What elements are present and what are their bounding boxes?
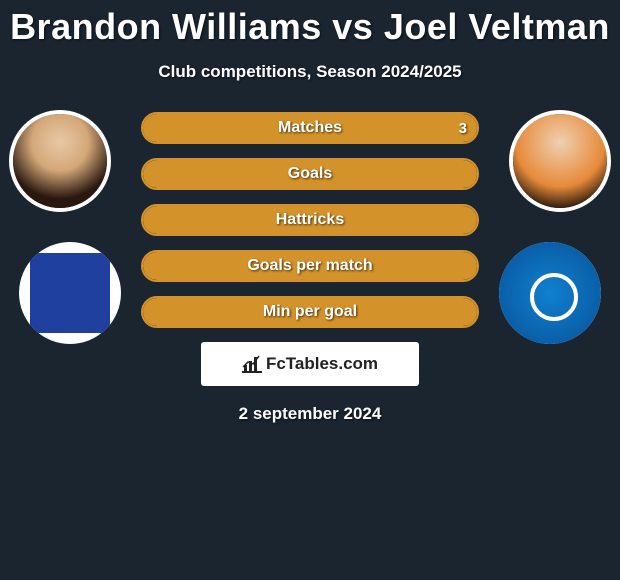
subtitle: Club competitions, Season 2024/2025 bbox=[0, 62, 620, 82]
club-right-badge bbox=[499, 242, 601, 344]
page-title: Brandon Williams vs Joel Veltman bbox=[0, 0, 620, 48]
bar-fill-right bbox=[310, 206, 477, 234]
stat-bar: Goals per match bbox=[141, 250, 479, 282]
bar-fill-right bbox=[310, 160, 477, 188]
comparison-area: Matches3 Goals Hattricks Goals per match Min… bbox=[0, 110, 620, 424]
bar-fill-left bbox=[143, 206, 310, 234]
player-left-avatar bbox=[9, 110, 111, 212]
brand-text: FcTables.com bbox=[266, 354, 378, 374]
bar-fill-right bbox=[143, 114, 477, 142]
bar-fill-left bbox=[143, 298, 310, 326]
stat-bar: Hattricks bbox=[141, 204, 479, 236]
stat-bars: Matches3 Goals Hattricks Goals per match Min… bbox=[141, 110, 479, 328]
bar-value-right: 3 bbox=[459, 114, 467, 142]
bar-fill-right bbox=[310, 252, 477, 280]
club-left-badge bbox=[19, 242, 121, 344]
stat-bar: Min per goal bbox=[141, 296, 479, 328]
bar-fill-right bbox=[310, 298, 477, 326]
brand-badge: FcTables.com bbox=[201, 342, 419, 386]
bar-fill-left bbox=[143, 160, 310, 188]
chart-icon bbox=[242, 355, 262, 373]
player-right-avatar bbox=[509, 110, 611, 212]
bar-fill-left bbox=[143, 252, 310, 280]
date-label: 2 september 2024 bbox=[0, 404, 620, 424]
stat-bar: Goals bbox=[141, 158, 479, 190]
stat-bar: Matches3 bbox=[141, 112, 479, 144]
